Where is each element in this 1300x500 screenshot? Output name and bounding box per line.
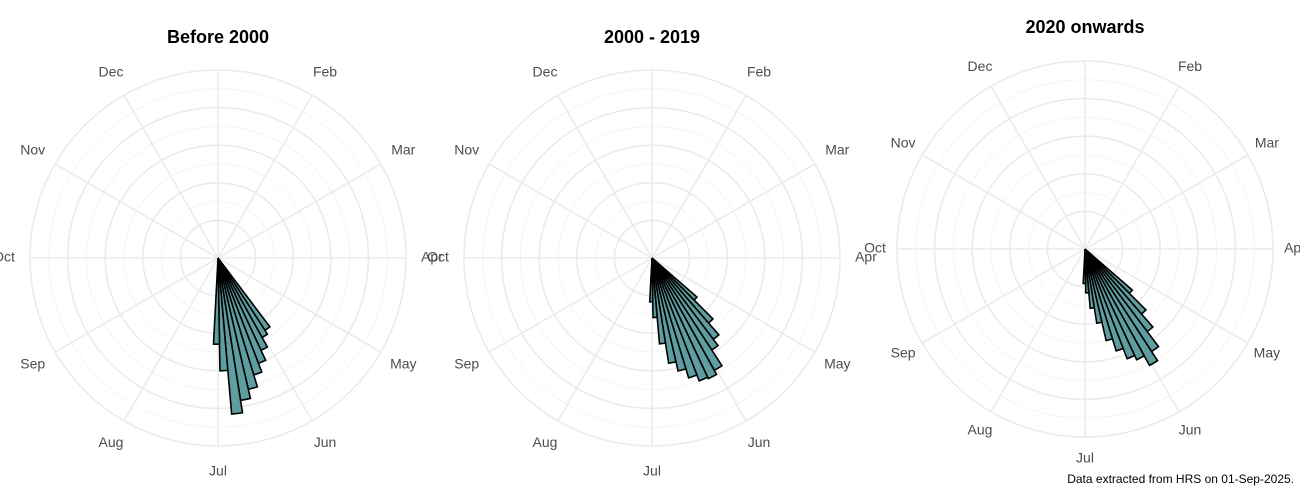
bar	[1084, 248, 1136, 360]
bar	[651, 257, 709, 382]
month-label: Jun	[314, 434, 337, 450]
bar	[1084, 248, 1125, 352]
month-label: Mar	[825, 142, 849, 158]
spoke	[651, 163, 816, 259]
month-label: Oct	[864, 240, 886, 256]
month-label: Sep	[891, 345, 916, 361]
month-label: Aug	[968, 422, 993, 438]
spoke	[488, 163, 653, 259]
panel-title: 2000 - 2019	[604, 27, 700, 47]
month-label: Feb	[747, 63, 771, 79]
bar	[651, 257, 677, 365]
bar	[217, 257, 244, 415]
bar	[651, 257, 667, 345]
month-label: Oct	[427, 249, 449, 265]
spoke	[217, 94, 313, 259]
spoke	[557, 94, 653, 259]
month-label: Aug	[99, 434, 124, 450]
month-label: Jul	[209, 463, 227, 479]
polar-panel-2: 2000 - 2019 Feb Mar Apr May Jun Jul Aug Sep Oct No…	[427, 27, 877, 479]
bar	[651, 257, 718, 380]
bar	[1082, 248, 1087, 285]
month-label: Mar	[1255, 135, 1279, 151]
month-label: May	[824, 356, 850, 372]
spoke	[1084, 154, 1249, 250]
month-label: Mar	[391, 142, 415, 158]
spoke	[217, 163, 382, 259]
month-label: Jul	[1076, 450, 1094, 466]
panel-title: Before 2000	[167, 27, 269, 47]
bar	[648, 257, 654, 303]
month-label: May	[390, 356, 416, 372]
month-label: Oct	[0, 249, 15, 265]
bar	[1084, 248, 1114, 342]
spoke	[990, 85, 1086, 250]
spoke	[651, 257, 816, 353]
polar-panel-1: Before 2000 Feb Mar Apr May Jun Jul Aug Sep Oct No…	[0, 27, 443, 479]
spoke	[123, 257, 219, 422]
bar	[1084, 248, 1096, 310]
spoke	[54, 257, 219, 353]
spoke	[1084, 85, 1180, 250]
month-label: Jun	[1179, 422, 1202, 438]
spoke	[921, 154, 1086, 250]
month-label: Apr	[855, 249, 877, 265]
data-source-caption: Data extracted from HRS on 01-Sep-2025.	[1067, 472, 1294, 486]
polar-panel-3: 2020 onwards Feb Mar Apr May Jun Jul Aug Sep Oct N…	[864, 17, 1300, 466]
panel-title: 2020 onwards	[1025, 17, 1144, 37]
month-label: Sep	[454, 356, 479, 372]
month-label: Nov	[454, 142, 479, 158]
month-label: Jun	[748, 434, 771, 450]
month-label: Nov	[20, 142, 45, 158]
spoke	[217, 257, 382, 353]
spoke	[557, 257, 653, 422]
spoke	[651, 94, 747, 259]
bar	[1084, 248, 1159, 367]
spoke	[921, 248, 1086, 344]
month-label: Apr	[421, 249, 443, 265]
month-label: Jul	[643, 463, 661, 479]
month-label: Dec	[968, 58, 993, 74]
bar	[217, 257, 229, 372]
month-label: Sep	[20, 356, 45, 372]
bar	[1084, 248, 1146, 361]
spoke	[1084, 248, 1249, 344]
month-label: Aug	[533, 434, 558, 450]
month-label: Feb	[1178, 58, 1202, 74]
spoke	[123, 94, 219, 259]
bar	[651, 257, 698, 379]
month-label: Apr	[1284, 240, 1300, 256]
month-label: Nov	[891, 135, 916, 151]
month-label: Feb	[313, 63, 337, 79]
bar	[1084, 248, 1103, 325]
bar	[212, 257, 221, 345]
month-label: Dec	[99, 63, 124, 79]
spoke	[54, 163, 219, 259]
spoke	[990, 248, 1086, 413]
spoke	[488, 257, 653, 353]
bar	[651, 257, 687, 372]
month-label: Dec	[533, 63, 558, 79]
month-label: May	[1254, 345, 1280, 361]
